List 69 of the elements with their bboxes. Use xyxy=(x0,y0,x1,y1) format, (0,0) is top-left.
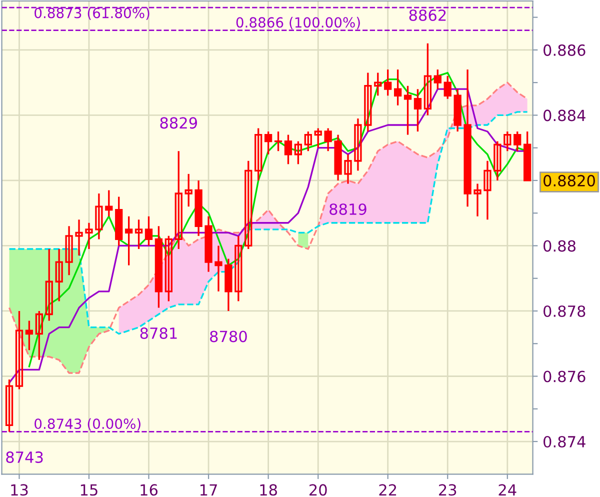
ref-line-label: 0.8873 (61.80%) xyxy=(34,8,150,20)
candlestick xyxy=(164,235,172,302)
candlestick xyxy=(45,248,53,322)
annotation: 8819 xyxy=(330,203,366,215)
annotation: 8780 xyxy=(210,330,247,342)
y-tick-label: 0.876 xyxy=(544,370,586,382)
y-tick-label: 0.884 xyxy=(544,110,586,122)
x-tick-label: 16 xyxy=(140,484,158,496)
candlestick xyxy=(95,192,103,240)
candlestick xyxy=(105,189,113,218)
y-tick-label: 0.88 xyxy=(544,240,576,252)
candlestick xyxy=(404,85,412,136)
x-tick-label: 22 xyxy=(379,484,396,496)
candlestick xyxy=(55,248,63,302)
candlestick xyxy=(5,378,14,433)
x-tick-label: 17 xyxy=(200,484,217,496)
x-tick-label: 20 xyxy=(310,484,327,496)
candlestick xyxy=(294,140,302,165)
annotation: 8781 xyxy=(140,327,177,339)
candlestick xyxy=(384,68,392,96)
candlestick xyxy=(274,130,282,152)
candlestick xyxy=(304,130,312,152)
candlestick xyxy=(414,88,422,132)
candlestick xyxy=(324,127,332,152)
candlestick xyxy=(264,130,272,156)
candlestick xyxy=(394,68,402,106)
candlestick xyxy=(474,182,482,218)
candlestick xyxy=(484,160,492,220)
candlestick xyxy=(514,130,522,152)
y-tick-label: 0.878 xyxy=(544,305,586,318)
candlestick xyxy=(354,118,362,172)
candlestick xyxy=(364,72,372,132)
candlestick xyxy=(125,216,133,266)
y-tick-label: 0.8820 xyxy=(544,174,595,186)
y-tick-label: 0.886 xyxy=(544,44,586,56)
ref-line-label: 0.8743 (0.00%) xyxy=(34,418,140,431)
candlestick xyxy=(144,216,153,247)
candlestick xyxy=(134,218,143,250)
candlestick xyxy=(494,140,502,182)
candlestick xyxy=(25,320,34,351)
x-tick-label: 23 xyxy=(439,484,456,496)
candlestick xyxy=(85,222,93,250)
candlestick xyxy=(75,218,83,256)
candlestick xyxy=(254,127,262,182)
candlestick xyxy=(344,154,352,185)
candlestick xyxy=(35,310,43,361)
y-tick-label: 0.874 xyxy=(544,436,586,448)
candlestick xyxy=(284,134,292,165)
annotation: 8829 xyxy=(160,117,197,129)
x-tick-label: 24 xyxy=(498,484,516,496)
candlestick xyxy=(444,75,452,100)
x-tick-label: 15 xyxy=(80,484,98,496)
x-tick-label: 13 xyxy=(11,484,28,496)
candlestick xyxy=(214,244,222,292)
candlestick xyxy=(184,173,192,208)
candlestick xyxy=(504,130,512,152)
candlestick xyxy=(374,72,382,96)
candlestick xyxy=(174,150,182,250)
candlestick xyxy=(424,42,432,116)
candlestick xyxy=(234,235,242,302)
candlestick xyxy=(434,68,442,90)
candlestick xyxy=(15,310,24,390)
annotation: 8743 xyxy=(6,451,43,463)
ref-line-label: 0.8866 (100.00%) xyxy=(236,16,360,30)
candlestick xyxy=(314,127,322,149)
annotation: 8862 xyxy=(409,9,446,22)
x-tick-label: 18 xyxy=(260,484,277,496)
candlestick xyxy=(65,225,73,276)
candlestick xyxy=(244,160,252,250)
